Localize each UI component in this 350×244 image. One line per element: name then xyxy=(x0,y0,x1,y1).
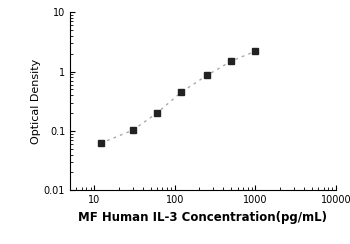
X-axis label: MF Human IL-3 Concentration(pg/mL): MF Human IL-3 Concentration(pg/mL) xyxy=(78,211,328,224)
Y-axis label: Optical Density: Optical Density xyxy=(31,59,41,144)
